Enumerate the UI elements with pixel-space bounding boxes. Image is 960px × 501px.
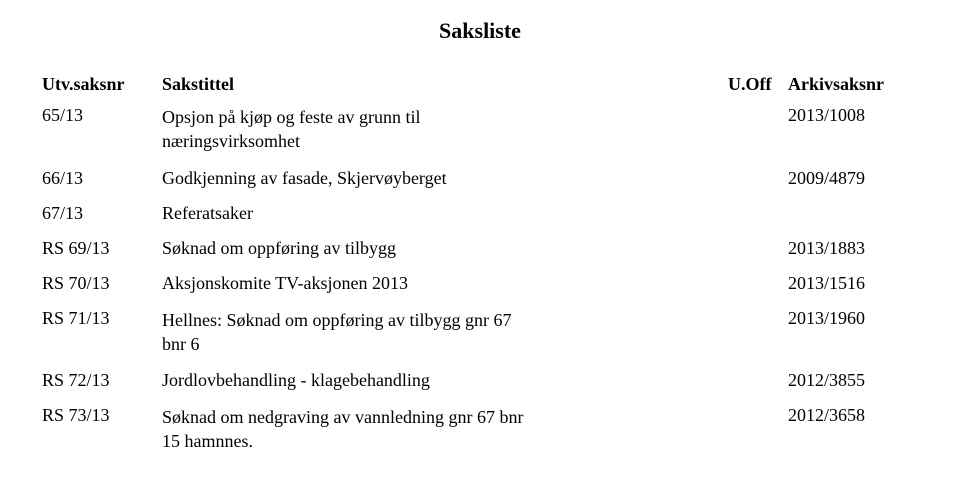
cell-arkiv: 2013/1883 — [788, 238, 918, 259]
cell-sakstittel: Opsjon på kjøp og feste av grunn til nær… — [162, 105, 728, 154]
cell-sakstittel: Godkjenning av fasade, Skjervøyberget — [162, 168, 728, 189]
title-line1: Hellnes: Søknad om oppføring av tilbygg … — [162, 310, 511, 330]
cell-utvsaksnr: RS 72/13 — [42, 370, 162, 391]
table-row: RS 73/13 Søknad om nedgraving av vannled… — [42, 405, 918, 454]
title-line2: bnr 6 — [162, 334, 200, 354]
table-row: RS 71/13 Hellnes: Søknad om oppføring av… — [42, 308, 918, 357]
cell-arkiv: 2012/3855 — [788, 370, 918, 391]
cell-arkiv: 2013/1008 — [788, 105, 918, 126]
header-arkivsaksnr: Arkivsaksnr — [788, 74, 918, 95]
table-header: Utv.saksnr Sakstittel U.Off Arkivsaksnr — [42, 74, 918, 95]
title-line2: 15 hamnnes. — [162, 431, 253, 451]
cell-utvsaksnr: RS 71/13 — [42, 308, 162, 329]
table-row: 65/13 Opsjon på kjøp og feste av grunn t… — [42, 105, 918, 154]
cell-sakstittel: Jordlovbehandling - klagebehandling — [162, 370, 728, 391]
table-row: 66/13 Godkjenning av fasade, Skjervøyber… — [42, 168, 918, 189]
page-title: Saksliste — [42, 18, 918, 44]
cell-utvsaksnr: 67/13 — [42, 203, 162, 224]
title-line1: Opsjon på kjøp og feste av grunn til — [162, 107, 420, 127]
header-uoff: U.Off — [728, 74, 788, 95]
header-utvsaksnr: Utv.saksnr — [42, 74, 162, 95]
table-row: RS 72/13 Jordlovbehandling - klagebehand… — [42, 370, 918, 391]
table-row: RS 70/13 Aksjonskomite TV-aksjonen 2013 … — [42, 273, 918, 294]
document-page: Saksliste Utv.saksnr Sakstittel U.Off Ar… — [0, 0, 960, 454]
cell-utvsaksnr: 65/13 — [42, 105, 162, 126]
cell-utvsaksnr: RS 70/13 — [42, 273, 162, 294]
title-line2: næringsvirksomhet — [162, 131, 300, 151]
cell-arkiv: 2012/3658 — [788, 405, 918, 426]
header-sakstittel: Sakstittel — [162, 74, 728, 95]
cell-utvsaksnr: RS 69/13 — [42, 238, 162, 259]
cell-sakstittel: Hellnes: Søknad om oppføring av tilbygg … — [162, 308, 728, 357]
cell-sakstittel: Aksjonskomite TV-aksjonen 2013 — [162, 273, 728, 294]
cell-sakstittel: Søknad om oppføring av tilbygg — [162, 238, 728, 259]
title-line1: Søknad om nedgraving av vannledning gnr … — [162, 407, 523, 427]
cell-sakstittel: Søknad om nedgraving av vannledning gnr … — [162, 405, 728, 454]
cell-utvsaksnr: 66/13 — [42, 168, 162, 189]
cell-utvsaksnr: RS 73/13 — [42, 405, 162, 426]
table-row: RS 69/13 Søknad om oppføring av tilbygg … — [42, 238, 918, 259]
cell-sakstittel: Referatsaker — [162, 203, 728, 224]
table-row: 67/13 Referatsaker — [42, 203, 918, 224]
cell-arkiv: 2013/1960 — [788, 308, 918, 329]
cell-arkiv: 2009/4879 — [788, 168, 918, 189]
cell-arkiv: 2013/1516 — [788, 273, 918, 294]
